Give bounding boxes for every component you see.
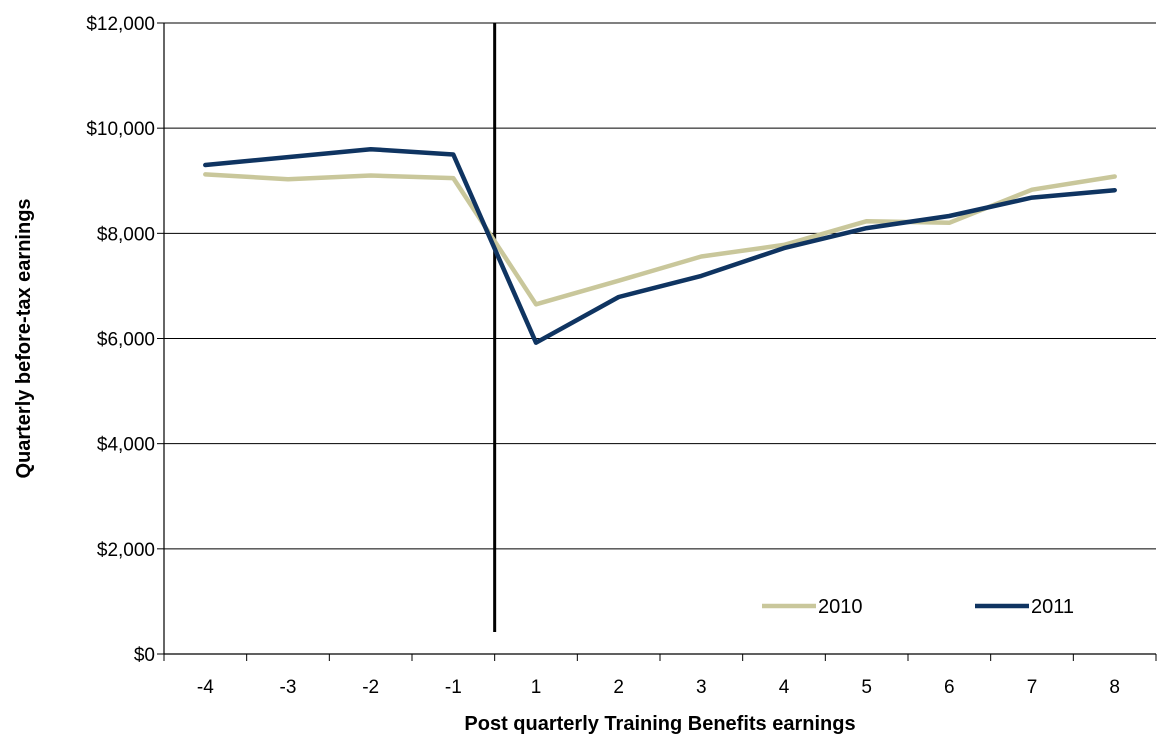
y-axis-title: Quarterly before-tax earnings: [13, 198, 35, 478]
x-tick-label: 8: [1109, 677, 1120, 698]
x-tick-label: 2: [613, 677, 624, 698]
x-tick-label: -1: [445, 677, 462, 698]
legend-label-2010: 2010: [818, 596, 863, 618]
y-tick-label: $8,000: [97, 224, 155, 245]
y-tick-label: $10,000: [86, 119, 155, 140]
series-lines: [203, 146, 1117, 345]
y-tick-label: $0: [134, 645, 155, 666]
x-tick-label: 5: [861, 677, 872, 698]
y-tick-labels: $0 $2,000 $4,000 $6,000 $8,000 $10,000 $12,000: [86, 14, 155, 666]
gridlines: [164, 22, 1156, 550]
x-tick-label: 6: [944, 677, 955, 698]
x-tick-labels: -4 -3 -2 -1 1 2 3 4 5 6 7 8: [197, 677, 1120, 698]
x-axis-title: Post quarterly Training Benefits earning…: [464, 713, 855, 735]
legend-label-2011: 2011: [1031, 596, 1074, 618]
series-line-2010: [203, 172, 1117, 307]
x-tick-label: 4: [779, 677, 790, 698]
y-tick-label: $4,000: [97, 435, 155, 456]
axes: [157, 22, 1157, 661]
x-tick-label: 3: [696, 677, 707, 698]
x-tick-label: -3: [280, 677, 297, 698]
y-tick-label: $2,000: [97, 540, 155, 561]
x-tick-label: -4: [197, 677, 214, 698]
x-tick-label: 7: [1027, 677, 1038, 698]
y-tick-label: $12,000: [86, 14, 155, 35]
series-line-2011: [203, 146, 1117, 345]
legend: 2010 2011: [762, 596, 1074, 618]
y-tick-label: $6,000: [97, 330, 155, 351]
x-tick-label: -2: [362, 677, 379, 698]
x-tick-label: 1: [531, 677, 542, 698]
